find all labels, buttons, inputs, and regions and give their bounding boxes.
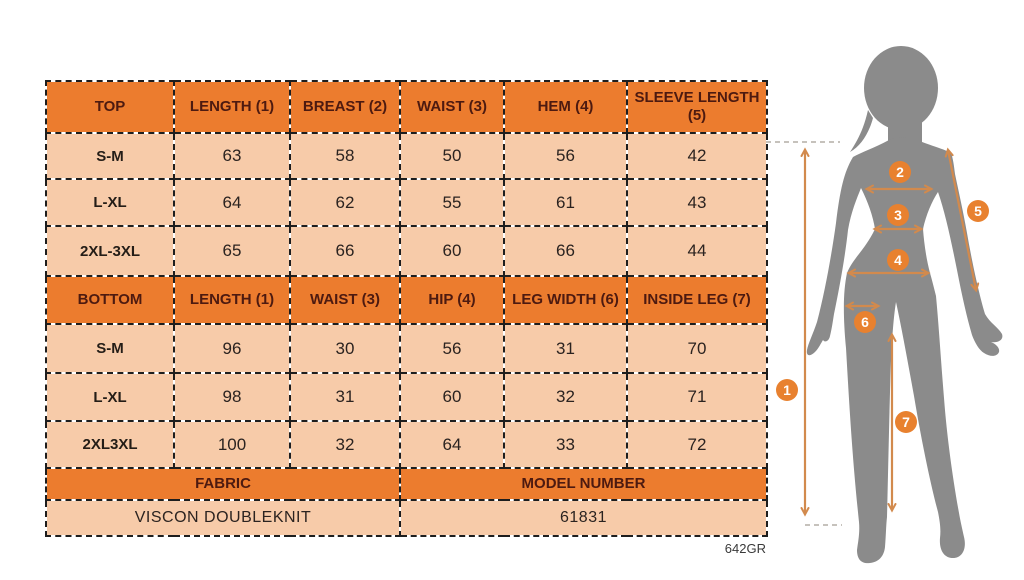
model-number-header: MODEL NUMBER (399, 467, 768, 501)
marker-label-7: 7 (902, 414, 910, 430)
silhouette-body (806, 137, 1003, 564)
bottom-value-cell: 31 (503, 323, 628, 374)
marker-badge-2: 2 (889, 161, 911, 183)
top-value-cell: 60 (399, 225, 505, 277)
marker-label-4: 4 (894, 252, 902, 268)
top-section-header: TOP (45, 80, 175, 134)
top-value-cell: 55 (399, 178, 505, 227)
top-column-header: LENGTH (1) (173, 80, 291, 134)
marker-circle-1 (776, 379, 798, 401)
marker-label-6: 6 (861, 314, 869, 330)
top-column-header: HEM (4) (503, 80, 628, 134)
top-value-cell: 64 (173, 178, 291, 227)
table-row: 2XL-3XL 65 66 60 66 44 (45, 225, 768, 277)
top-column-header: WAIST (3) (399, 80, 505, 134)
bottom-value-cell: 56 (399, 323, 505, 374)
bottom-value-cell: 71 (626, 372, 768, 422)
top-value-cell: 50 (399, 132, 505, 180)
bottom-value-cell: 96 (173, 323, 291, 374)
bottom-size-label: 2XL3XL (45, 420, 175, 469)
table-row: 2XL3XL 100 32 64 33 72 (45, 420, 768, 469)
table-row: TOP LENGTH (1) BREAST (2) WAIST (3) HEM (4) S… (45, 80, 768, 134)
marker-badge-4: 4 (887, 249, 909, 271)
top-value-cell: 66 (289, 225, 401, 277)
silhouette-head (864, 46, 938, 130)
table-row: FABRIC MODEL NUMBER (45, 467, 768, 501)
marker-badge-1: 1 (776, 379, 798, 401)
table-row: L-XL 98 31 60 32 71 (45, 372, 768, 422)
marker-circle-7 (895, 411, 917, 433)
bottom-section-header: BOTTOM (45, 275, 175, 325)
marker-label-3: 3 (894, 207, 902, 223)
top-value-cell: 43 (626, 178, 768, 227)
bottom-value-cell: 33 (503, 420, 628, 469)
top-size-label: L-XL (45, 178, 175, 227)
bottom-value-cell: 64 (399, 420, 505, 469)
marker-label-1: 1 (783, 382, 791, 398)
table-row: BOTTOM LENGTH (1) WAIST (3) HIP (4) LEG WIDT… (45, 275, 768, 325)
top-size-label: 2XL-3XL (45, 225, 175, 277)
marker-circle-4 (887, 249, 909, 271)
measurement-figure: 1 2 3 4 5 6 7 (766, 46, 1003, 564)
top-value-cell: 62 (289, 178, 401, 227)
table-row: S-M 63 58 50 56 42 (45, 132, 768, 180)
bottom-value-cell: 32 (503, 372, 628, 422)
bottom-value-cell: 31 (289, 372, 401, 422)
marker-label-2: 2 (896, 164, 904, 180)
table-row: L-XL 64 62 55 61 43 (45, 178, 768, 227)
bottom-column-header: INSIDE LEG (7) (626, 275, 768, 325)
bottom-size-label: L-XL (45, 372, 175, 422)
fabric-header: FABRIC (45, 467, 401, 501)
top-value-cell: 63 (173, 132, 291, 180)
measurement-arrows (800, 147, 980, 517)
marker-label-5: 5 (974, 203, 982, 219)
top-value-cell: 65 (173, 225, 291, 277)
bottom-value-cell: 70 (626, 323, 768, 374)
size-chart-table: TOP LENGTH (1) BREAST (2) WAIST (3) HEM (4) S… (45, 80, 768, 537)
table-row: VISCON DOUBLEKNIT 61831 (45, 499, 768, 537)
top-value-cell: 56 (503, 132, 628, 180)
marker-circle-6 (854, 311, 876, 333)
bottom-value-cell: 60 (399, 372, 505, 422)
style-code: 642GR (724, 541, 766, 556)
bottom-value-cell: 72 (626, 420, 768, 469)
table-row: S-M 96 30 56 31 70 (45, 323, 768, 374)
marker-badge-6: 6 (854, 311, 876, 333)
fabric-value: VISCON DOUBLEKNIT (45, 499, 401, 537)
silhouette-hair-wisp (850, 110, 873, 152)
bottom-value-cell: 100 (173, 420, 291, 469)
top-value-cell: 61 (503, 178, 628, 227)
top-value-cell: 66 (503, 225, 628, 277)
marker-badge-3: 3 (887, 204, 909, 226)
top-column-header: BREAST (2) (289, 80, 401, 134)
top-value-cell: 58 (289, 132, 401, 180)
bottom-column-header: LEG WIDTH (6) (503, 275, 628, 325)
top-column-header: SLEEVE LENGTH (5) (626, 80, 768, 134)
bottom-size-label: S-M (45, 323, 175, 374)
marker-badge-7: 7 (895, 411, 917, 433)
marker-circle-2 (889, 161, 911, 183)
bottom-column-header: HIP (4) (399, 275, 505, 325)
bottom-value-cell: 32 (289, 420, 401, 469)
bottom-value-cell: 30 (289, 323, 401, 374)
woman-silhouette (806, 46, 1003, 564)
bottom-column-header: WAIST (3) (289, 275, 401, 325)
sleeve-arrow (944, 147, 980, 293)
marker-circle-3 (887, 204, 909, 226)
bottom-value-cell: 98 (173, 372, 291, 422)
bottom-column-header: LENGTH (1) (173, 275, 291, 325)
marker-circle-5 (967, 200, 989, 222)
top-value-cell: 44 (626, 225, 768, 277)
marker-badge-5: 5 (967, 200, 989, 222)
top-size-label: S-M (45, 132, 175, 180)
model-number-value: 61831 (399, 499, 768, 537)
top-value-cell: 42 (626, 132, 768, 180)
